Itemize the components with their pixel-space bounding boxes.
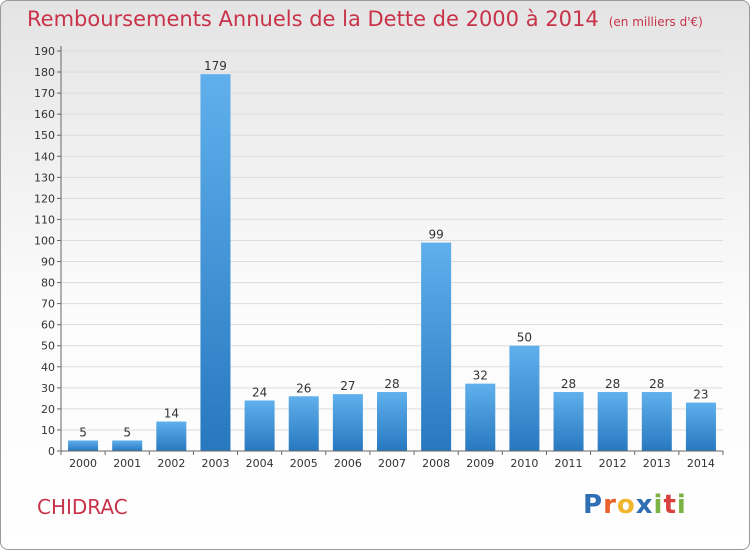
x-tick-label-2003: 2003 (201, 457, 229, 470)
y-axis: 0 10 20 30 40 50 60 70 80 90 100 110 120 130 140 150 160… (34, 45, 62, 458)
value-label-2011: 28 (561, 377, 576, 391)
title-text: Remboursements Annuels de la Dette de 20… (27, 7, 599, 31)
x-tick-label-2000: 2000 (69, 457, 97, 470)
bar-2009 (465, 383, 496, 451)
value-label-2000: 5 (79, 425, 87, 439)
bar-2002 (156, 421, 187, 451)
logo-letter: x (635, 490, 654, 520)
x-tick-label-2013: 2013 (643, 457, 671, 470)
y-tick-label: 190 (34, 45, 55, 58)
value-label-2004: 24 (252, 385, 267, 399)
y-tick-label: 180 (34, 66, 55, 79)
value-label-2005: 26 (296, 381, 311, 395)
x-tick-label-2005: 2005 (290, 457, 318, 470)
x-tick-label-2004: 2004 (246, 457, 274, 470)
bar-2011 (553, 392, 584, 451)
x-tick-label-2006: 2006 (334, 457, 362, 470)
chart-title: Remboursements Annuels de la Dette de 20… (27, 7, 703, 31)
value-label-2010: 50 (517, 331, 532, 345)
bar-2004 (244, 400, 275, 451)
logo-letter: i (653, 490, 664, 520)
bar-2005 (288, 396, 319, 451)
y-tick-label: 130 (34, 171, 55, 184)
x-tick-label-2014: 2014 (687, 457, 715, 470)
bar-2001 (112, 440, 143, 451)
logo-letter: r (603, 490, 617, 520)
y-tick-label: 160 (34, 108, 55, 121)
y-tick-label: 150 (34, 129, 55, 142)
value-label-2001: 5 (123, 425, 131, 439)
bar-2006 (332, 394, 363, 451)
y-tick-label: 40 (41, 361, 55, 374)
logo-letter: i (676, 490, 687, 520)
value-label-2007: 28 (384, 377, 399, 391)
unit-label: (en milliers d'€) (608, 15, 703, 29)
value-label-2008: 99 (428, 228, 443, 242)
value-label-2006: 27 (340, 379, 355, 393)
y-tick-label: 80 (41, 277, 55, 290)
bars: 5 5 14 179 24 26 27 28 99 32 50 28 28 28 23 (68, 59, 716, 451)
logo-letter: o (616, 490, 636, 520)
bar-2014 (685, 402, 716, 451)
bar-2013 (641, 392, 672, 451)
logo-letter: P (583, 490, 604, 520)
bar-2008 (421, 242, 452, 451)
x-tick-label-2007: 2007 (378, 457, 406, 470)
value-label-2003: 179 (204, 59, 227, 73)
x-tick-label-2001: 2001 (113, 457, 141, 470)
commune-name: CHIDRAC (37, 495, 128, 519)
y-tick-label: 30 (41, 382, 55, 395)
y-tick-label: 170 (34, 87, 55, 100)
bar-2007 (376, 392, 408, 451)
y-tick-label: 100 (34, 234, 55, 247)
x-axis: 2000 2001 2002 2003 2004 2005 2006 2007 2008 2009… (60, 450, 724, 470)
x-tick-label-2002: 2002 (157, 457, 185, 470)
y-tick-label: 60 (41, 319, 55, 332)
y-tick-label: 140 (34, 150, 55, 163)
bar-2000 (68, 440, 99, 451)
value-label-2012: 28 (605, 377, 620, 391)
x-tick-label-2012: 2012 (599, 457, 627, 470)
x-tick-label-2008: 2008 (422, 457, 450, 470)
logo-letter: t (663, 490, 677, 520)
x-tick-label-2010: 2010 (510, 457, 538, 470)
y-tick-label: 120 (34, 192, 55, 205)
bar-2003 (200, 74, 231, 451)
y-tick-label: 50 (41, 340, 55, 353)
proxiti-logo: Proxiti (583, 490, 687, 520)
y-tick-label: 20 (41, 403, 55, 416)
value-label-2002: 14 (164, 407, 179, 421)
y-tick-label: 10 (41, 424, 55, 437)
x-tick-label-2009: 2009 (466, 457, 494, 470)
bar-2012 (597, 392, 628, 451)
y-tick-label: 90 (41, 256, 55, 269)
x-tick-label-2011: 2011 (555, 457, 583, 470)
value-label-2009: 32 (473, 369, 488, 383)
value-label-2014: 23 (693, 388, 708, 402)
y-tick-label: 110 (34, 213, 55, 226)
y-tick-label: 0 (48, 445, 55, 458)
y-tick-label: 70 (41, 298, 55, 311)
bar-2010 (509, 345, 540, 451)
value-label-2013: 28 (649, 377, 664, 391)
